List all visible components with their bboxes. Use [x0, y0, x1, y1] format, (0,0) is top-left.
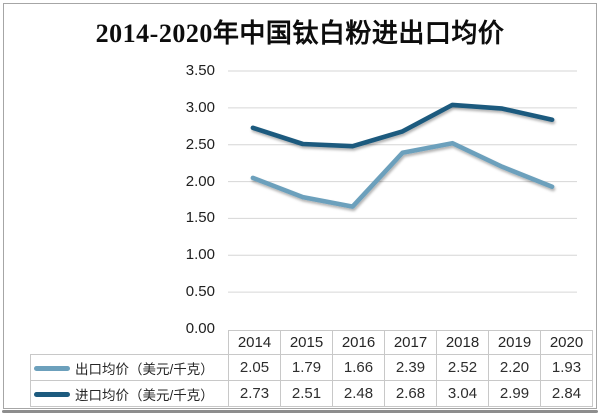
y-axis-tick-label: 2.50: [185, 135, 215, 153]
import-legend-cell: 进口均价（美元/千克）: [30, 380, 229, 407]
export-value-cell: 1.66: [332, 354, 385, 381]
table-corner-cell: [31, 331, 229, 355]
import-line-swatch: [34, 392, 70, 398]
export-value-cell: 2.52: [436, 354, 489, 381]
export-series-label: 出口均价（美元/千克）: [75, 361, 214, 377]
table-header-row: 2014 2015 2016 2017 2018 2019 2020: [31, 330, 593, 355]
year-cell: 2019: [488, 330, 541, 355]
panel-bottom-edge: [2, 410, 598, 413]
data-table: 2014 2015 2016 2017 2018 2019 2020 出口均价（…: [30, 330, 593, 407]
import-value-cell: 2.99: [488, 380, 541, 407]
import-value-cell: 2.48: [332, 380, 385, 407]
import-value-cell: 2.84: [540, 380, 593, 407]
table-row-import: 进口均价（美元/千克） 2.73 2.51 2.48 2.68 3.04 2.9…: [30, 380, 593, 407]
y-axis-tick-label: 3.50: [185, 62, 215, 79]
export-price-line: [250, 140, 555, 209]
y-axis-tick-label: 1.50: [185, 209, 215, 227]
export-line-swatch: [34, 366, 70, 372]
table-row-export: 出口均价（美元/千克） 2.05 1.79 1.66 2.39 2.52 2.2…: [30, 354, 593, 381]
import-series-label: 进口均价（美元/千克）: [75, 387, 214, 403]
y-axis-tick-label: 1.00: [185, 246, 215, 264]
year-cell: 2018: [436, 330, 489, 355]
export-value-cell: 1.79: [280, 354, 333, 381]
y-axis-tick-label: 2.00: [185, 172, 215, 190]
import-value-cell: 2.68: [384, 380, 437, 407]
year-cell: 2017: [384, 330, 437, 355]
year-cell: 2020: [540, 330, 593, 355]
y-axis-tick-label: 0.50: [185, 283, 215, 301]
export-value-cell: 1.93: [540, 354, 593, 381]
export-value-cell: 2.39: [384, 354, 437, 381]
export-value-cell: 2.05: [228, 354, 281, 381]
y-axis-tick-label: 3.00: [185, 98, 215, 116]
import-value-cell: 3.04: [436, 380, 489, 407]
export-legend-cell: 出口均价（美元/千克）: [30, 354, 229, 381]
y-axis-tick-label: 0.00: [185, 320, 215, 337]
import-value-cell: 2.51: [280, 380, 333, 407]
year-cell: 2016: [332, 330, 385, 355]
year-cell: 2014: [228, 330, 281, 355]
export-value-cell: 2.20: [488, 354, 541, 381]
year-cell: 2015: [280, 330, 333, 355]
import-price-line: [250, 102, 555, 149]
chart-title: 2014-2020年中国钛白粉进出口均价: [95, 19, 505, 48]
import-value-cell: 2.73: [228, 380, 281, 407]
